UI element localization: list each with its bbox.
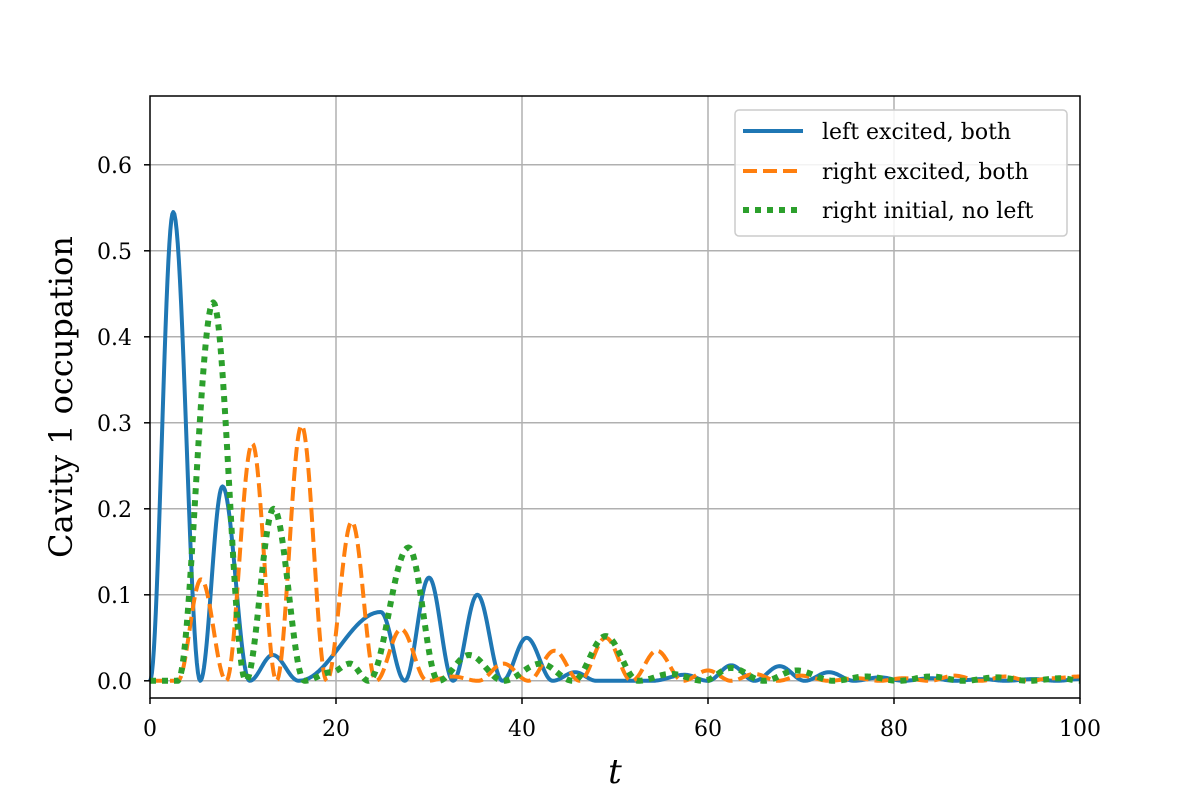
series-layer <box>148 210 1083 684</box>
plot-frame <box>149 95 1081 699</box>
y-tick-label: 0.2 <box>97 498 132 523</box>
legend-label-right-excited: right excited, both <box>822 160 1029 185</box>
legend-label-left-excited: left excited, both <box>822 120 1011 145</box>
x-tick-label: 40 <box>508 717 536 742</box>
x-tick-label: 0 <box>143 717 157 742</box>
x-axis-title: t <box>608 752 622 792</box>
series-line-3 <box>148 299 1083 684</box>
legend: left excited, both right excited, both r… <box>734 109 1068 237</box>
x-tick-label: 60 <box>694 717 722 742</box>
y-tick-label: 0.5 <box>97 240 132 265</box>
y-tick-label: 0.1 <box>97 584 132 609</box>
y-tick-label: 0.4 <box>97 326 132 351</box>
legend-box <box>734 109 1068 237</box>
y-tick-label: 0.0 <box>97 670 132 695</box>
y-tick-label: 0.3 <box>97 412 132 437</box>
y-axis-title: Cavity 1 occupation <box>42 236 80 558</box>
series-line-2 <box>149 423 1081 683</box>
ticks: 0 20 40 60 80 100 0.0 0.1 0.2 0.3 0.4 0.5 0.6 <box>97 154 1101 742</box>
x-tick-label: 100 <box>1059 717 1101 742</box>
x-tick-label: 80 <box>880 717 908 742</box>
y-tick-label: 0.6 <box>97 154 132 179</box>
x-tick-label: 20 <box>322 717 350 742</box>
legend-label-right-initial: right initial, no left <box>822 199 1034 224</box>
